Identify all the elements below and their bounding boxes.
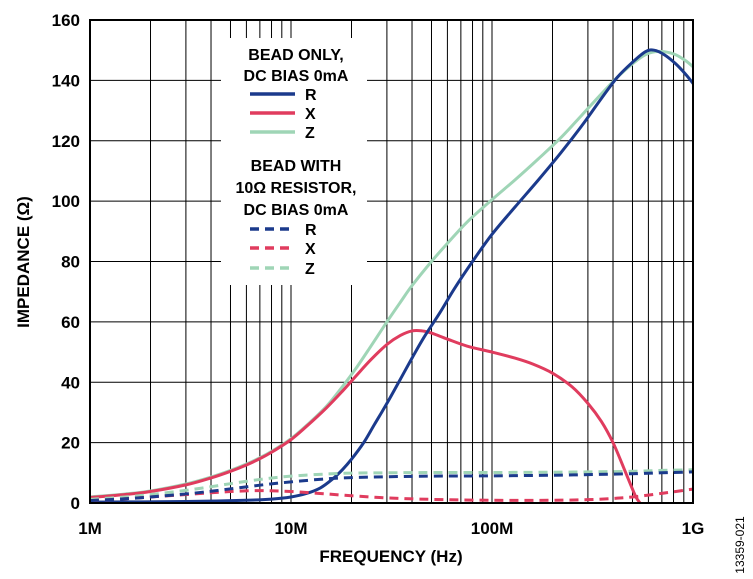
legend-group-heading: DC BIAS 0mA [244, 202, 349, 219]
legend: BEAD ONLY, DC BIAS 0mA R X Z BEAD WITH 1… [221, 38, 367, 285]
figure-id: 13359-021 [733, 516, 747, 574]
y-tick-label: 60 [61, 313, 80, 332]
x-tick-label: 1M [78, 519, 102, 538]
y-tick-label: 140 [52, 71, 80, 90]
legend-label-z-dashed: Z [305, 261, 315, 278]
y-tick-label: 40 [61, 373, 80, 392]
plot-frame [89, 19, 694, 504]
x-axis-label: FREQUENCY (Hz) [319, 547, 462, 566]
legend-label-z-solid: Z [305, 125, 315, 142]
series-line-x-solid [90, 329, 642, 503]
legend-label-r-dashed: R [305, 222, 317, 239]
y-tick-label: 0 [71, 494, 80, 513]
y-tick-label: 20 [61, 434, 80, 453]
legend-group-heading: BEAD WITH [251, 158, 342, 175]
legend-group-heading: DC BIAS 0mA [244, 68, 349, 85]
series-layer [90, 48, 693, 503]
series-line-z-dashed [90, 468, 693, 501]
legend-background [221, 38, 367, 285]
y-tick-label: 160 [52, 11, 80, 30]
y-axis-label: IMPEDANCE (Ω) [14, 196, 33, 328]
legend-label-r-solid: R [305, 87, 317, 104]
legend-label-x-solid: X [305, 106, 316, 123]
x-tick-label: 1G [682, 519, 705, 538]
legend-group-heading: 10Ω RESISTOR, [235, 180, 356, 197]
y-tick-label: 120 [52, 132, 80, 151]
legend-label-x-dashed: X [305, 241, 316, 258]
x-axis-ticks: 1M 10M 100M 1G [78, 519, 704, 538]
x-tick-label: 100M [471, 519, 514, 538]
x-tick-label: 10M [274, 519, 307, 538]
series-line-r-dashed [90, 470, 693, 503]
y-tick-label: 100 [52, 192, 80, 211]
legend-group-heading: BEAD ONLY, [248, 47, 343, 64]
y-axis-ticks: 0 20 40 60 80 100 120 140 160 [52, 11, 80, 513]
y-tick-label: 80 [61, 253, 80, 272]
